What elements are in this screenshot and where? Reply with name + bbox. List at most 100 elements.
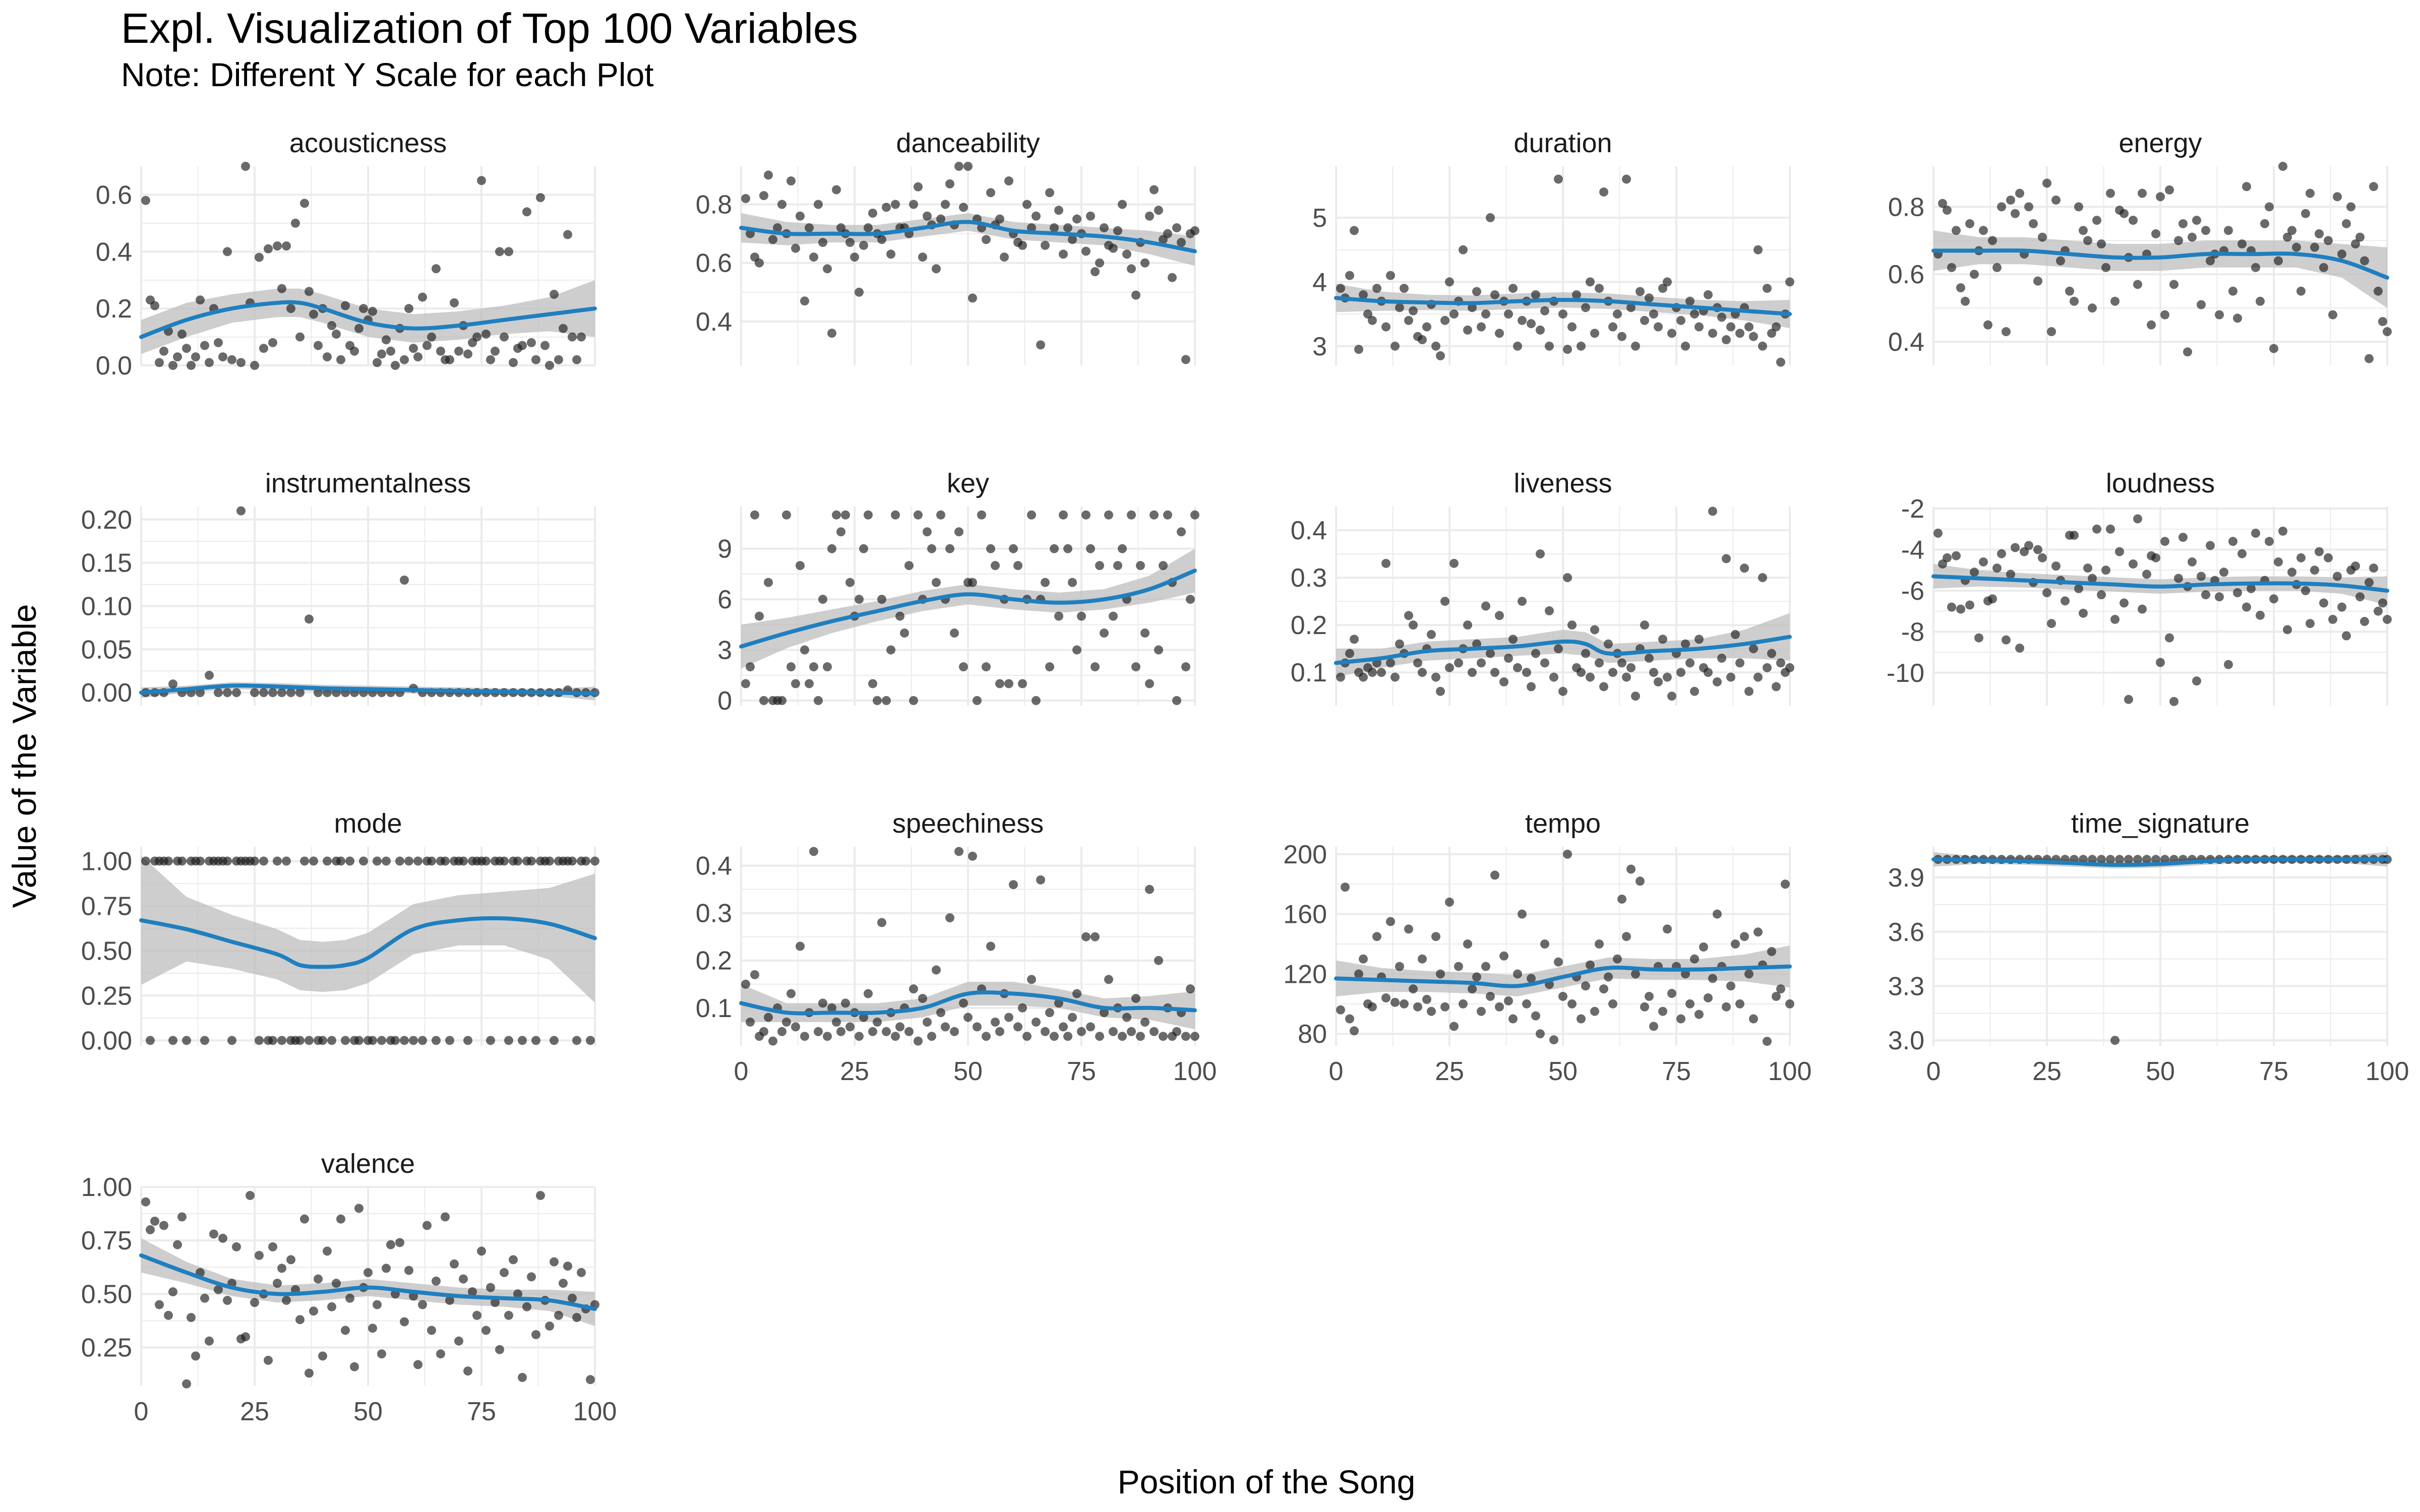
data-point	[1740, 563, 1749, 573]
data-point	[2224, 660, 2233, 669]
data-point	[277, 688, 286, 698]
data-point	[1767, 329, 1776, 338]
data-point	[441, 1212, 450, 1222]
data-point	[1472, 639, 1481, 649]
data-point	[2324, 236, 2333, 245]
data-point	[450, 1259, 459, 1269]
data-point	[1549, 672, 1558, 682]
data-point	[1022, 1032, 1032, 1041]
data-point	[2342, 631, 2351, 641]
data-point	[1072, 989, 1081, 998]
data-point	[2183, 347, 2192, 357]
data-point	[832, 510, 841, 520]
data-point	[2355, 592, 2365, 602]
data-point	[909, 696, 918, 705]
y-tick-label: 0.4	[696, 852, 732, 881]
data-point	[2228, 286, 2237, 296]
data-point	[859, 1013, 868, 1022]
data-point	[1599, 187, 1608, 197]
data-point	[1427, 1006, 1436, 1016]
data-point	[1490, 668, 1499, 677]
data-point	[1581, 303, 1590, 312]
data-point	[1558, 991, 1567, 1001]
data-point	[968, 578, 977, 587]
data-point	[214, 1285, 223, 1294]
data-point	[1486, 649, 1495, 658]
data-point	[2024, 202, 2033, 212]
data-point	[223, 1296, 232, 1305]
data-point	[2337, 249, 2346, 259]
data-point	[777, 696, 786, 705]
data-point	[2065, 286, 2074, 296]
data-point	[1513, 663, 1522, 672]
data-point	[2179, 533, 2188, 542]
y-tick-label: 0.50	[81, 936, 132, 966]
data-point	[864, 223, 873, 232]
x-tick-label: 100	[573, 1397, 617, 1426]
data-point	[1009, 544, 1018, 553]
data-point	[1735, 999, 1744, 1009]
data-point	[1463, 939, 1472, 949]
data-point	[404, 304, 413, 313]
y-tick-label: 3	[1312, 332, 1327, 361]
data-point	[1472, 972, 1481, 982]
data-point	[791, 679, 800, 688]
data-point	[404, 1266, 413, 1275]
data-point	[232, 1242, 241, 1251]
y-tick-label: 0.4	[696, 307, 732, 337]
data-point	[1961, 296, 1970, 306]
data-point	[986, 941, 995, 951]
data-point	[1081, 932, 1091, 941]
data-point	[2192, 216, 2201, 225]
data-point	[2179, 219, 2188, 228]
data-point	[1540, 939, 1549, 949]
data-point	[782, 510, 791, 520]
data-point	[572, 1036, 581, 1045]
data-point	[1663, 924, 1672, 934]
data-point	[2265, 537, 2274, 546]
smooth-line	[1931, 857, 2389, 867]
data-point	[2274, 557, 2283, 566]
data-point	[1468, 668, 1477, 677]
data-point	[1531, 649, 1540, 658]
data-point	[923, 527, 932, 537]
data-point	[481, 329, 491, 339]
data-point	[2165, 633, 2174, 643]
data-point	[864, 510, 873, 520]
data-point	[855, 1032, 864, 1041]
data-point	[991, 561, 1000, 571]
data-point	[1449, 558, 1459, 568]
data-point	[1527, 682, 1536, 691]
data-point	[759, 191, 768, 201]
smooth-line	[739, 569, 1197, 649]
data-point	[273, 241, 282, 250]
data-point	[814, 200, 823, 209]
data-point	[832, 1017, 841, 1027]
data-point	[504, 1310, 513, 1320]
data-point	[2042, 178, 2051, 188]
data-point	[1763, 284, 1772, 293]
data-point	[968, 851, 977, 861]
data-point	[236, 506, 246, 516]
data-point	[1499, 677, 1508, 686]
data-point	[227, 1036, 236, 1045]
data-point	[1032, 211, 1041, 221]
data-point	[1997, 202, 2006, 212]
data-point	[1776, 357, 1785, 367]
data-point	[491, 1298, 500, 1307]
data-point	[914, 510, 923, 520]
data-point	[1163, 510, 1172, 520]
data-point	[2328, 310, 2337, 320]
data-point	[1622, 672, 1631, 682]
data-point	[227, 355, 236, 364]
data-point	[450, 298, 459, 307]
data-point	[2115, 547, 2124, 556]
data-point	[800, 296, 809, 306]
data-point	[2169, 697, 2179, 706]
data-point	[818, 595, 827, 604]
data-point	[1345, 649, 1354, 658]
data-point	[531, 355, 540, 364]
data-point	[141, 196, 150, 205]
data-point	[1468, 303, 1477, 312]
data-point	[986, 188, 995, 198]
